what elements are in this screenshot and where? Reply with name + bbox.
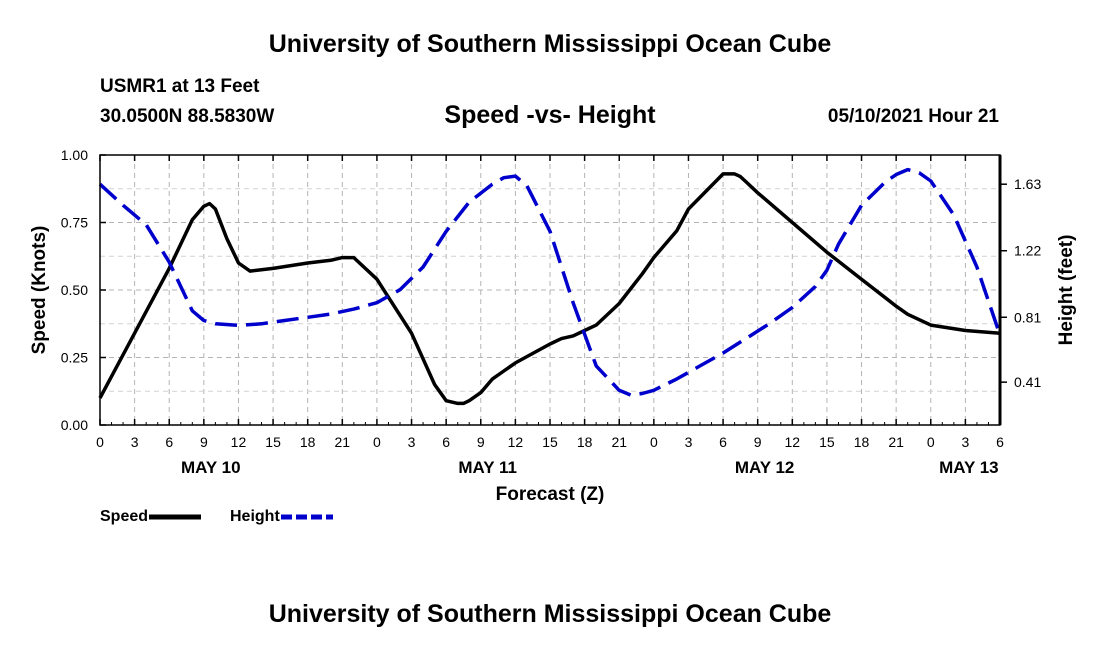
series-line-speed bbox=[98, 172, 1001, 406]
x-tick-label: 0 bbox=[373, 434, 381, 450]
x-tick-label: 6 bbox=[442, 434, 450, 450]
x-date-label: MAY 13 bbox=[939, 458, 999, 477]
x-tick-label: 12 bbox=[231, 434, 247, 450]
y-tick-label: 0.25 bbox=[61, 350, 88, 366]
x-tick-label: 0 bbox=[927, 434, 935, 450]
series-line-height bbox=[98, 167, 1002, 397]
x-tick-label: 15 bbox=[265, 434, 281, 450]
x-tick-label: 9 bbox=[754, 434, 762, 450]
x-tick-label: 18 bbox=[854, 434, 870, 450]
y-tick-label: 1.00 bbox=[61, 147, 88, 163]
x-tick-label: 3 bbox=[408, 434, 416, 450]
x-axis-title: Forecast (Z) bbox=[496, 484, 605, 505]
x-date-label: MAY 10 bbox=[181, 458, 241, 477]
x-tick-label: 12 bbox=[508, 434, 524, 450]
legend-speed-label: Speed bbox=[100, 508, 149, 525]
x-tick-label: 9 bbox=[477, 434, 485, 450]
page-title: University of Southern Mississippi Ocean… bbox=[268, 30, 832, 58]
x-tick-label: 21 bbox=[888, 434, 904, 450]
station-label: USMR1 at 13 Feet bbox=[100, 76, 260, 97]
x-date-label: MAY 11 bbox=[458, 458, 517, 477]
legend-speed: Speed bbox=[100, 508, 202, 526]
y2-tick-label: 1.63 bbox=[1014, 176, 1041, 192]
y2-tick-label: 1.22 bbox=[1014, 243, 1041, 259]
legend-speed-swatch bbox=[149, 514, 202, 520]
x-tick-label: 12 bbox=[785, 434, 801, 450]
x-tick-label: 6 bbox=[996, 434, 1004, 450]
x-tick-label: 6 bbox=[719, 434, 727, 450]
y-tick-label: 0.75 bbox=[61, 215, 88, 231]
forecast-datetime: 05/10/2021 Hour 21 bbox=[827, 106, 999, 127]
footer-title: University of Southern Mississippi Ocean… bbox=[268, 600, 832, 628]
x-tick-label: 18 bbox=[577, 434, 593, 450]
y-tick-label: 0.00 bbox=[61, 417, 88, 433]
legend-height-swatch bbox=[280, 514, 333, 520]
y2-tick-label: 0.41 bbox=[1014, 374, 1041, 390]
x-date-label: MAY 12 bbox=[735, 458, 795, 477]
x-tick-label: 21 bbox=[611, 434, 627, 450]
x-tick-label: 3 bbox=[131, 434, 139, 450]
x-tick-label: 21 bbox=[335, 434, 351, 450]
x-tick-label: 6 bbox=[165, 434, 173, 450]
station-coordinates: 30.0500N 88.5830W bbox=[100, 106, 275, 127]
y-tick-label: 0.50 bbox=[61, 282, 88, 298]
y2-tick-label: 0.81 bbox=[1014, 309, 1041, 325]
x-tick-label: 0 bbox=[650, 434, 658, 450]
y2-axis-title: Height (feet) bbox=[1056, 235, 1077, 346]
x-tick-label: 3 bbox=[685, 434, 693, 450]
x-tick-label: 15 bbox=[819, 434, 835, 450]
x-tick-label: 9 bbox=[200, 434, 208, 450]
chart-subtitle: Speed -vs- Height bbox=[444, 101, 656, 129]
legend-height: Height bbox=[230, 508, 334, 526]
legend-height-label: Height bbox=[230, 508, 280, 525]
x-tick-label: 0 bbox=[96, 434, 104, 450]
x-tick-label: 3 bbox=[961, 434, 969, 450]
y-axis-title: Speed (Knots) bbox=[29, 226, 50, 355]
x-tick-label: 15 bbox=[542, 434, 558, 450]
x-tick-label: 18 bbox=[300, 434, 316, 450]
